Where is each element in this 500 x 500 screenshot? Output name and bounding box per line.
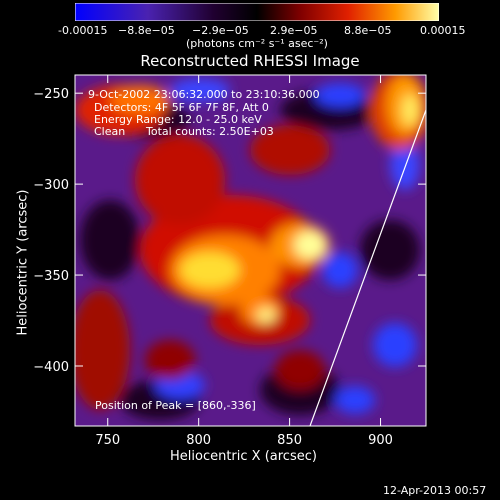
y-tick-label: −250 <box>33 87 69 102</box>
total-counts-text: Total counts: 2.50E+03 <box>146 125 274 138</box>
time-range-text: 9-Oct-2002 23:06:32.000 to 23:10:36.000 <box>88 88 320 101</box>
chart-title: Reconstructed RHESSI Image <box>140 52 360 70</box>
generation-timestamp: 12-Apr-2013 00:57 <box>383 484 487 497</box>
colorbar-unit-label: (photons cm⁻² s⁻¹ asec⁻²) <box>186 37 328 50</box>
x-axis: 750 800 850 900 <box>95 75 393 448</box>
solar-limb-line <box>309 109 426 426</box>
colorbar-tick-label: -0.00015 <box>58 24 108 37</box>
y-axis-label: Heliocentric Y (arcsec) <box>15 189 31 336</box>
colorbar-tick-label: −2.9e−05 <box>192 24 249 37</box>
colorbar-tick-label: 8.8e−05 <box>344 24 392 37</box>
x-tick-label: 800 <box>186 433 211 448</box>
x-tick-label: 900 <box>368 433 393 448</box>
method-text: Clean <box>94 125 126 138</box>
colorbar-tick-label: 0.00015 <box>420 24 466 37</box>
peak-position-text: Position of Peak = [860,-336] <box>95 399 256 412</box>
x-axis-label: Heliocentric X (arcsec) <box>170 449 317 464</box>
x-tick-label: 750 <box>95 433 120 448</box>
y-tick-label: −400 <box>33 360 69 375</box>
colorbar-tick-label: −8.8e−05 <box>118 24 175 37</box>
y-tick-label: −300 <box>33 178 69 193</box>
colorbar-tick-label: 2.9e−05 <box>270 24 318 37</box>
heatmap-field <box>75 75 426 420</box>
y-axis: −250 −300 −350 −400 <box>33 87 426 375</box>
energy-range-text: Energy Range: 12.0 - 25.0 keV <box>94 113 262 126</box>
detectors-text: Detectors: 4F 5F 6F 7F 8F, Att 0 <box>94 101 269 114</box>
plot-frame <box>74 74 427 427</box>
x-tick-label: 850 <box>277 433 302 448</box>
y-tick-label: −350 <box>33 269 69 284</box>
